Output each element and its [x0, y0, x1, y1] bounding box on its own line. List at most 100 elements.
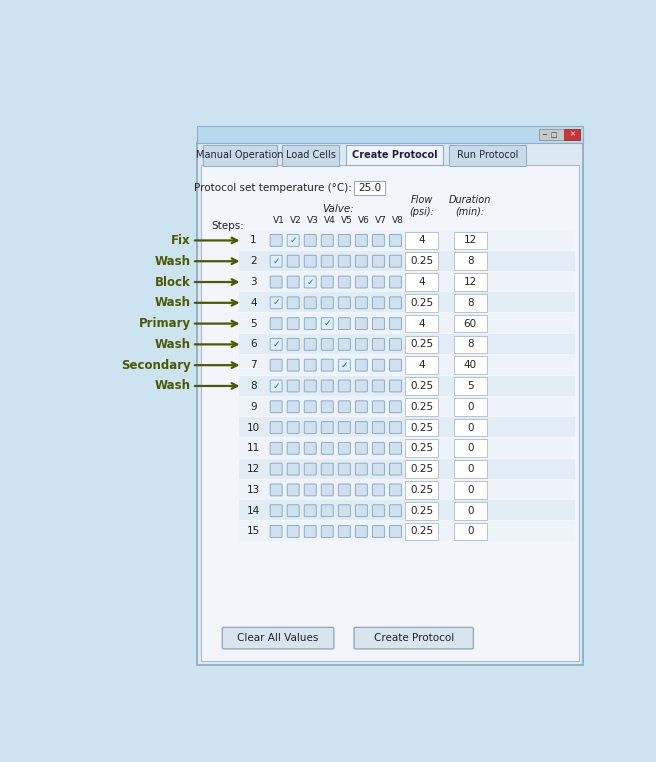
FancyBboxPatch shape: [338, 318, 350, 329]
Text: 11: 11: [247, 443, 260, 453]
FancyBboxPatch shape: [356, 380, 367, 392]
FancyBboxPatch shape: [287, 421, 299, 434]
FancyBboxPatch shape: [321, 318, 333, 329]
Text: 12: 12: [464, 277, 477, 287]
Bar: [454, 440, 487, 457]
Text: 8: 8: [467, 298, 474, 308]
FancyBboxPatch shape: [321, 297, 333, 309]
Text: 8: 8: [250, 381, 256, 391]
Text: Create Protocol: Create Protocol: [373, 633, 454, 643]
FancyBboxPatch shape: [270, 297, 282, 309]
FancyBboxPatch shape: [304, 526, 316, 537]
FancyBboxPatch shape: [356, 401, 367, 413]
FancyBboxPatch shape: [321, 380, 333, 392]
FancyBboxPatch shape: [270, 359, 282, 371]
Bar: [454, 232, 487, 249]
FancyBboxPatch shape: [270, 255, 282, 267]
FancyBboxPatch shape: [354, 627, 474, 649]
Text: Primary: Primary: [138, 317, 190, 330]
FancyBboxPatch shape: [304, 463, 316, 475]
Text: 0.25: 0.25: [410, 402, 433, 411]
FancyBboxPatch shape: [270, 443, 282, 454]
FancyBboxPatch shape: [270, 235, 282, 246]
Text: 4: 4: [418, 277, 425, 287]
Text: 0: 0: [467, 527, 474, 536]
Text: V2: V2: [290, 216, 302, 225]
FancyBboxPatch shape: [304, 504, 316, 517]
Bar: [454, 377, 487, 395]
FancyBboxPatch shape: [338, 380, 350, 392]
Text: ✓: ✓: [272, 298, 280, 307]
Bar: [405, 440, 438, 457]
Text: 15: 15: [247, 527, 260, 536]
FancyBboxPatch shape: [304, 297, 316, 309]
FancyBboxPatch shape: [373, 255, 384, 267]
FancyBboxPatch shape: [304, 338, 316, 351]
FancyBboxPatch shape: [390, 380, 401, 392]
FancyBboxPatch shape: [338, 401, 350, 413]
FancyBboxPatch shape: [338, 484, 350, 496]
Text: Wash: Wash: [155, 379, 190, 392]
FancyBboxPatch shape: [356, 318, 367, 329]
FancyBboxPatch shape: [373, 318, 384, 329]
FancyBboxPatch shape: [390, 526, 401, 537]
FancyBboxPatch shape: [304, 359, 316, 371]
FancyBboxPatch shape: [390, 338, 401, 351]
Text: 4: 4: [418, 319, 425, 328]
FancyBboxPatch shape: [287, 276, 299, 288]
FancyBboxPatch shape: [287, 255, 299, 267]
Bar: [239, 501, 575, 520]
Text: 25.0: 25.0: [358, 183, 381, 193]
Text: 0: 0: [467, 443, 474, 453]
FancyBboxPatch shape: [321, 338, 333, 351]
Bar: [239, 521, 575, 541]
Text: 0.25: 0.25: [410, 527, 433, 536]
FancyBboxPatch shape: [338, 276, 350, 288]
FancyBboxPatch shape: [304, 235, 316, 246]
FancyBboxPatch shape: [321, 421, 333, 434]
Text: ✓: ✓: [272, 382, 280, 390]
FancyBboxPatch shape: [287, 380, 299, 392]
Text: 5: 5: [467, 381, 474, 391]
FancyBboxPatch shape: [373, 463, 384, 475]
Bar: [405, 418, 438, 437]
FancyBboxPatch shape: [390, 484, 401, 496]
Text: 10: 10: [247, 423, 260, 433]
Text: ─  □: ─ □: [543, 132, 558, 138]
Text: Manual Operation: Manual Operation: [196, 150, 284, 160]
Text: V1: V1: [273, 216, 285, 225]
FancyBboxPatch shape: [356, 235, 367, 246]
FancyBboxPatch shape: [321, 255, 333, 267]
FancyBboxPatch shape: [321, 276, 333, 288]
FancyBboxPatch shape: [338, 235, 350, 246]
FancyBboxPatch shape: [390, 421, 401, 434]
Text: 4: 4: [418, 360, 425, 370]
Bar: [239, 313, 575, 333]
Text: Protocol set temperature (°C):: Protocol set temperature (°C):: [194, 183, 352, 193]
Bar: [454, 481, 487, 499]
FancyBboxPatch shape: [390, 463, 401, 475]
Text: 0.25: 0.25: [410, 256, 433, 266]
FancyBboxPatch shape: [338, 338, 350, 351]
Bar: [454, 418, 487, 437]
Text: 0.25: 0.25: [410, 464, 433, 474]
FancyBboxPatch shape: [270, 504, 282, 517]
FancyBboxPatch shape: [304, 421, 316, 434]
FancyBboxPatch shape: [304, 484, 316, 496]
FancyBboxPatch shape: [287, 235, 299, 246]
Text: 0.25: 0.25: [410, 381, 433, 391]
Text: 14: 14: [247, 506, 260, 516]
FancyBboxPatch shape: [356, 443, 367, 454]
FancyBboxPatch shape: [390, 401, 401, 413]
Bar: [239, 251, 575, 271]
Text: 6: 6: [250, 339, 256, 350]
Bar: [405, 315, 438, 332]
FancyBboxPatch shape: [287, 443, 299, 454]
FancyBboxPatch shape: [373, 443, 384, 454]
FancyBboxPatch shape: [338, 421, 350, 434]
Bar: [405, 294, 438, 312]
FancyBboxPatch shape: [338, 255, 350, 267]
FancyBboxPatch shape: [356, 359, 367, 371]
Text: V4: V4: [324, 216, 336, 225]
FancyBboxPatch shape: [304, 401, 316, 413]
